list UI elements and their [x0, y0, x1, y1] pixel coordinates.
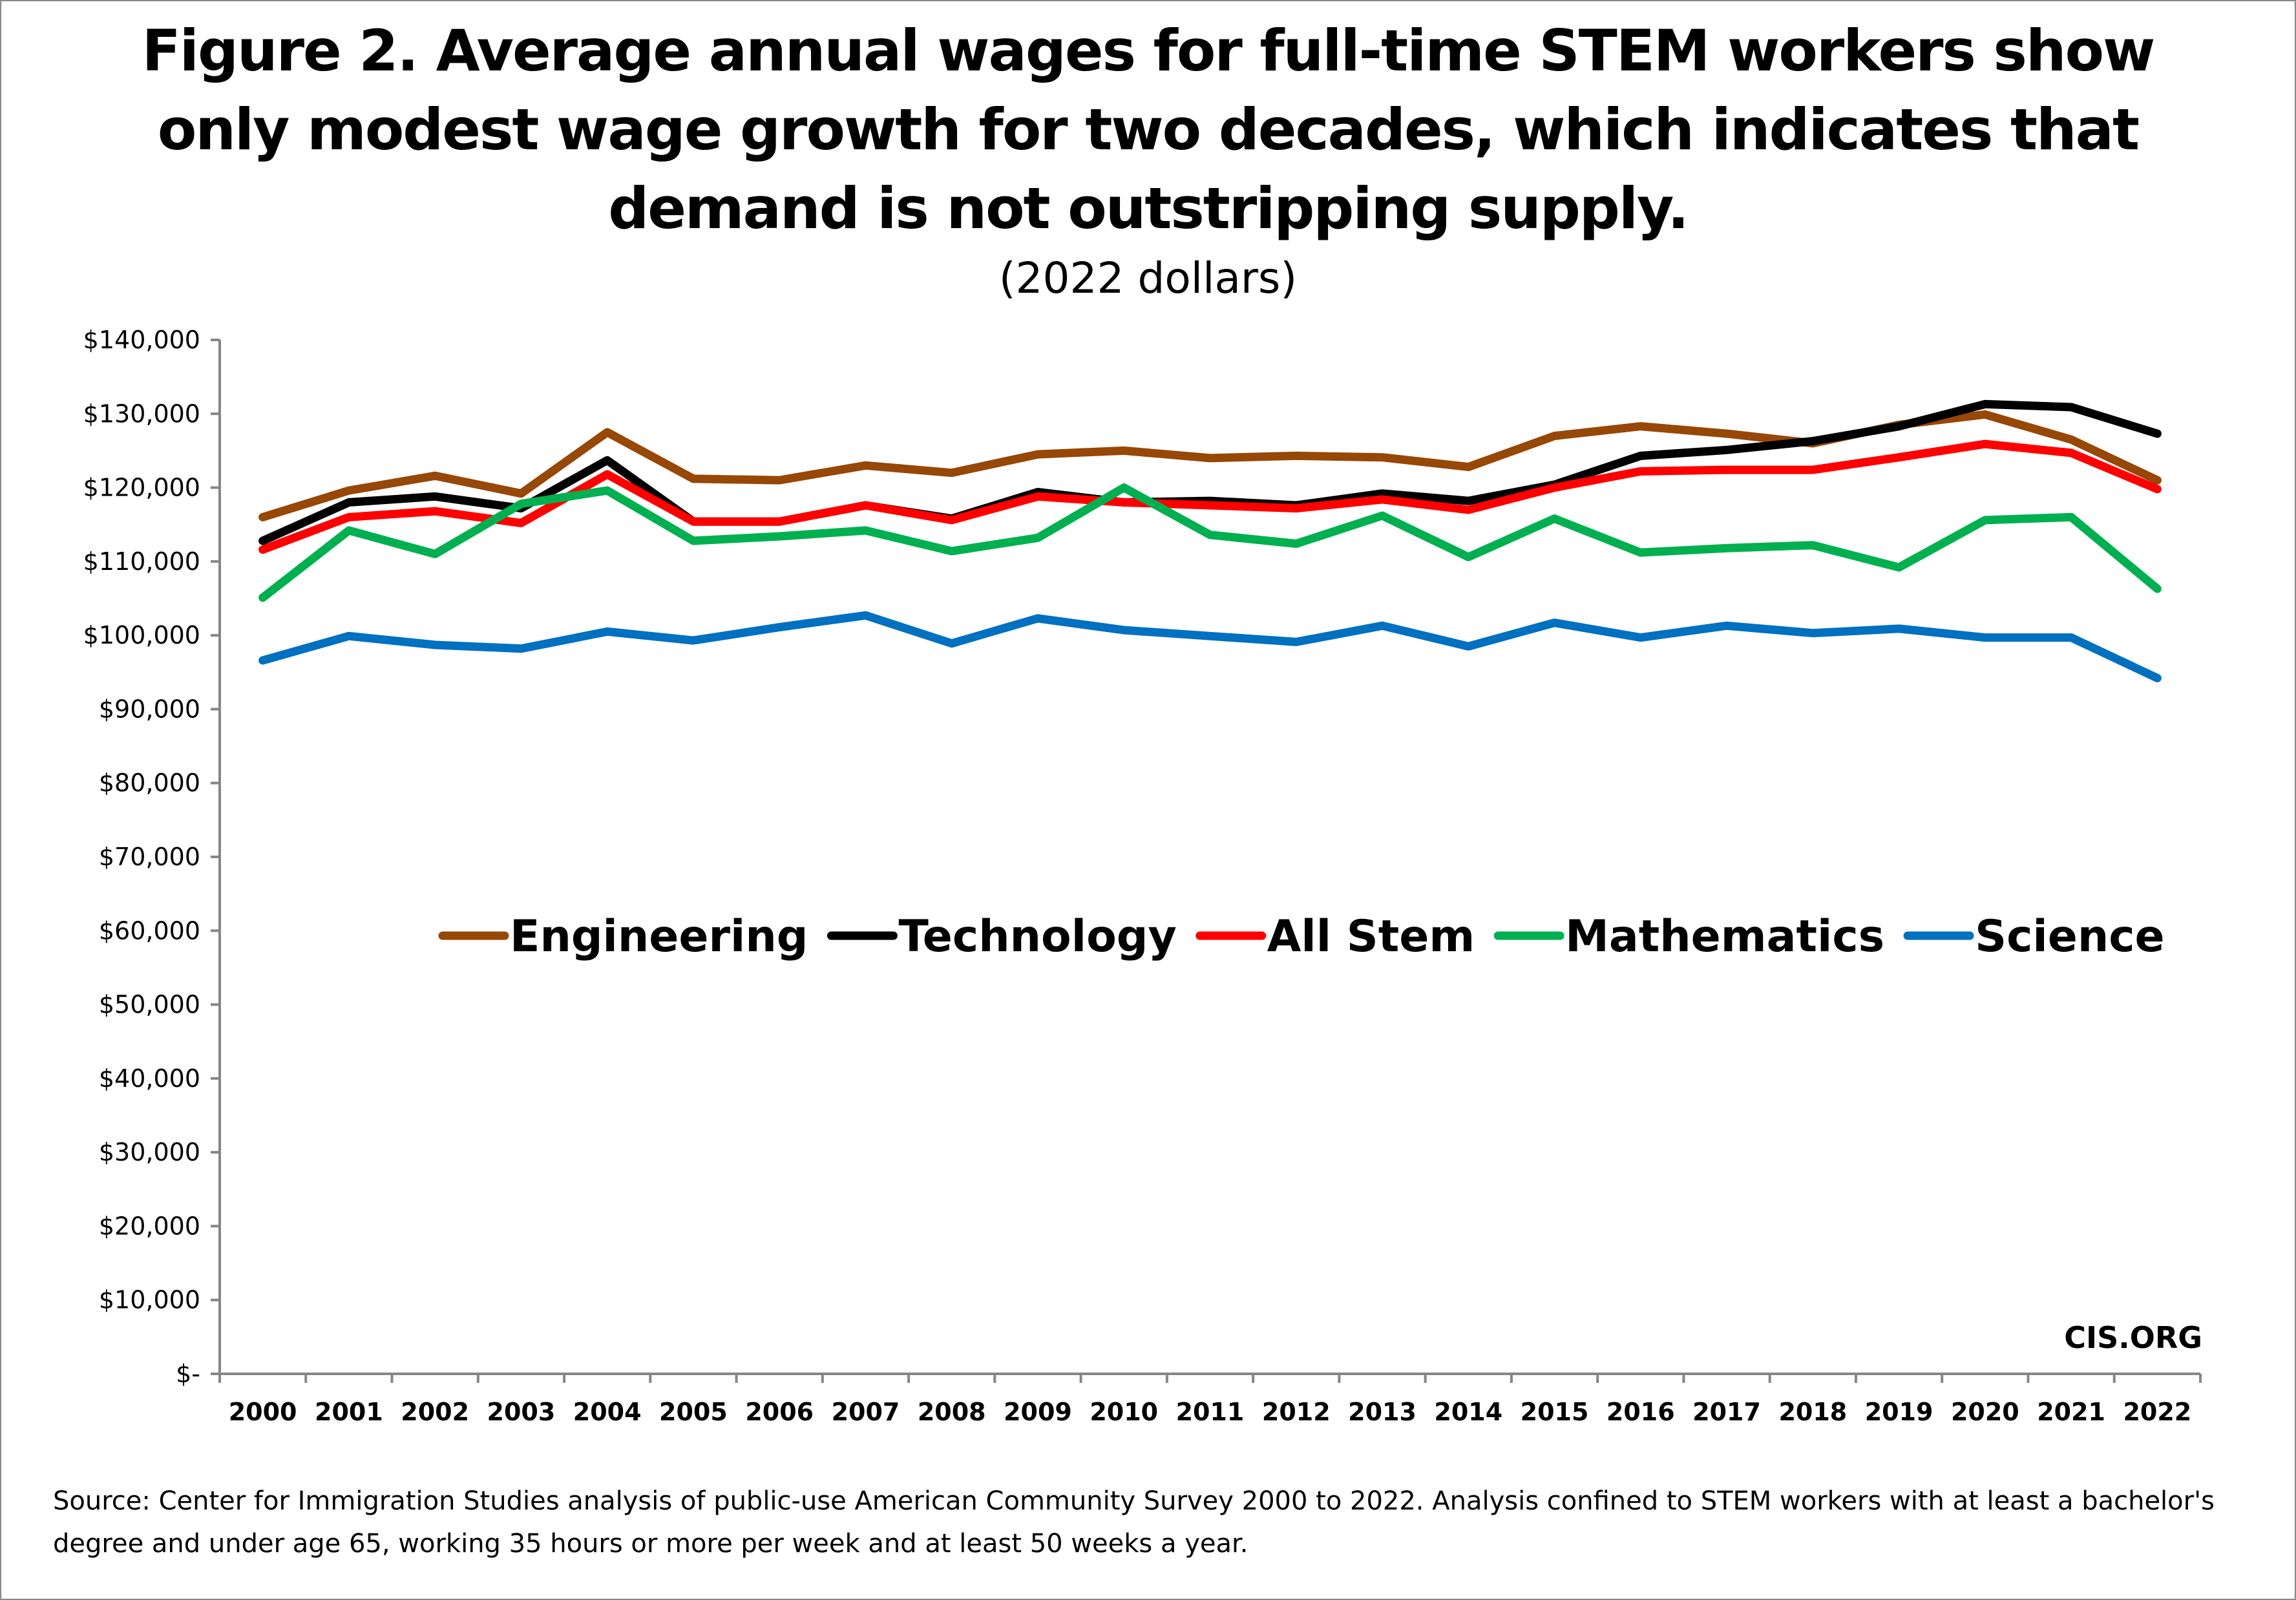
y-tick-label: $100,000 — [83, 621, 200, 649]
x-tick-label: 2012 — [1262, 1398, 1331, 1426]
x-tick-label: 2010 — [1090, 1398, 1158, 1426]
x-tick-label: 2006 — [745, 1398, 814, 1426]
chart-subtitle: (2022 dollars) — [998, 253, 1298, 303]
chart-title-line: Figure 2. Average annual wages for full-… — [142, 17, 2156, 84]
legend-label: Engineering — [510, 911, 808, 962]
y-tick-label: $30,000 — [99, 1138, 200, 1166]
x-tick-label: 2011 — [1176, 1398, 1245, 1426]
y-tick-label: $- — [176, 1360, 200, 1388]
y-tick-label: $50,000 — [99, 991, 200, 1019]
chart-title: Figure 2. Average annual wages for full-… — [0, 12, 2296, 248]
legend: Engineering Technology All Stem Mathematics… — [438, 911, 2165, 962]
x-tick-label: 2016 — [1606, 1398, 1675, 1426]
source-note: Source: Center for Immigration Studies a… — [53, 1486, 2215, 1559]
axes: $- $10,000 $20,000 $30,000 $40,000 $50,000 $60… — [83, 326, 2202, 1426]
x-tick-label: 2001 — [315, 1398, 383, 1426]
x-tick-label: 2021 — [2037, 1398, 2105, 1426]
x-tick-label: 2007 — [832, 1398, 900, 1426]
y-tick-label: $40,000 — [99, 1064, 200, 1093]
y-tick-label: $10,000 — [99, 1286, 200, 1314]
y-tick-label: $120,000 — [83, 474, 200, 502]
x-tick-label: 2013 — [1348, 1398, 1417, 1426]
legend-label: Science — [1975, 911, 2165, 962]
chart-title-line: demand is not outstripping supply. — [608, 175, 1689, 242]
y-tick-label: $90,000 — [99, 695, 200, 723]
x-tick-label: 2005 — [659, 1398, 728, 1426]
chart-title-line: only modest wage growth for two decades,… — [157, 96, 2140, 163]
y-tick-label: $20,000 — [99, 1212, 200, 1240]
y-tick-label: $130,000 — [83, 399, 200, 428]
x-tick-label: 2004 — [573, 1398, 642, 1426]
y-tick-label: $60,000 — [99, 916, 200, 945]
x-tick-label: 2002 — [401, 1398, 469, 1426]
x-tick-label: 2008 — [918, 1398, 986, 1426]
legend-label: Mathematics — [1565, 911, 1884, 962]
x-tick-label: 2019 — [1865, 1398, 1933, 1426]
x-tick-label: 2022 — [2123, 1398, 2191, 1426]
x-tick-label: 2000 — [229, 1398, 297, 1426]
legend-label: All Stem — [1267, 911, 1475, 962]
x-tick-label: 2017 — [1692, 1398, 1761, 1426]
x-tick-label: 2018 — [1778, 1398, 1847, 1426]
y-tick-label: $110,000 — [83, 547, 200, 576]
x-tick-label: 2015 — [1521, 1398, 1589, 1426]
series-group — [258, 399, 2162, 682]
y-tick-label: $140,000 — [83, 326, 200, 354]
y-tick-label: $70,000 — [99, 843, 200, 871]
y-tick-label: $80,000 — [99, 769, 200, 797]
x-tick-label: 2003 — [487, 1398, 556, 1426]
x-tick-label: 2014 — [1434, 1398, 1502, 1426]
legend-label: Technology — [898, 911, 1176, 962]
x-tick-label: 2020 — [1951, 1398, 2019, 1426]
cis-org-annotation: CIS.ORG — [2064, 1320, 2202, 1355]
series-line-science — [258, 611, 2162, 682]
x-tick-label: 2009 — [1004, 1398, 1072, 1426]
